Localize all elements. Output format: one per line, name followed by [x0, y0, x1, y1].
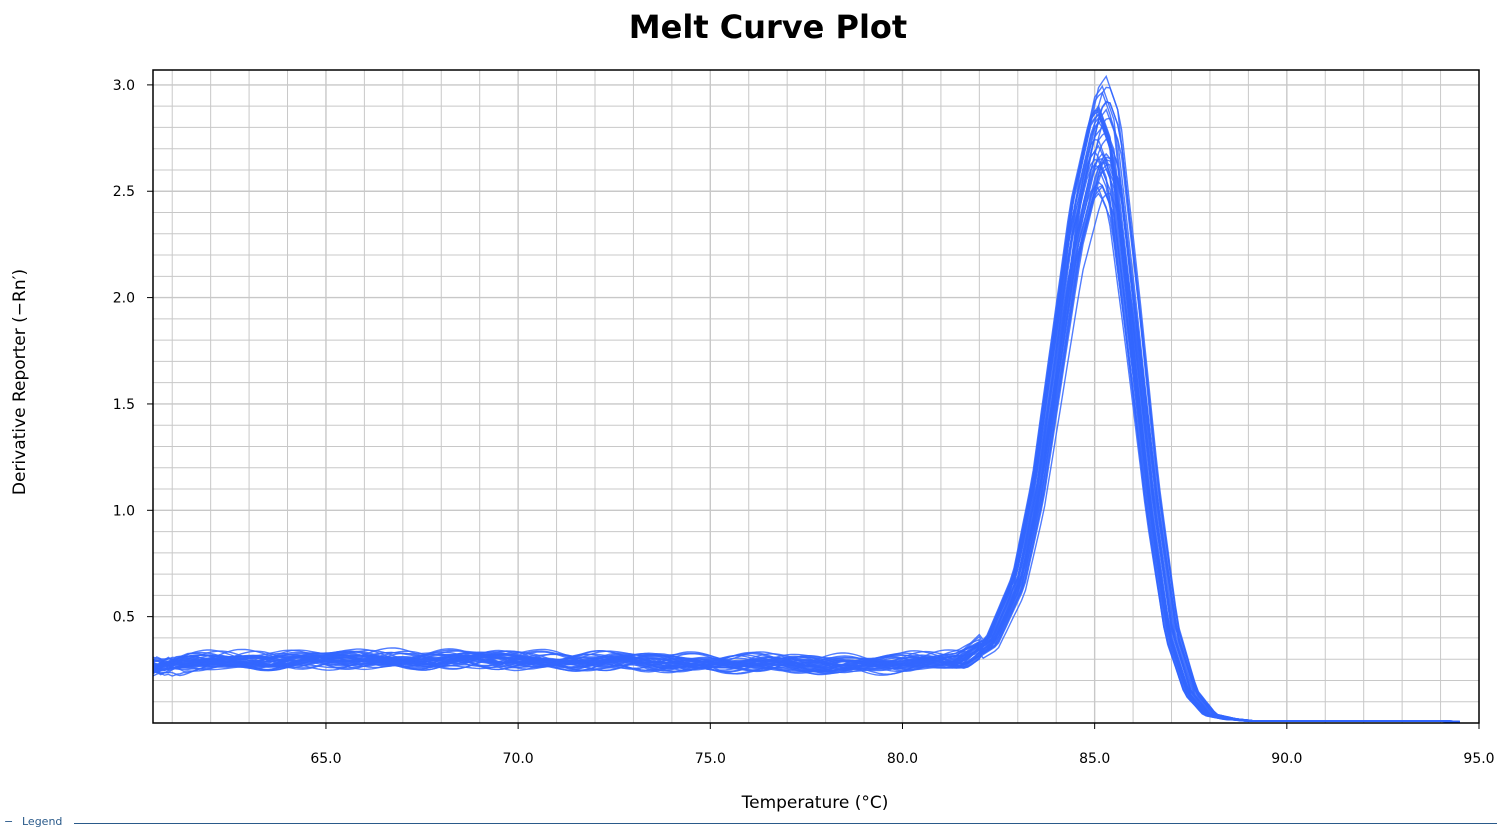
melt-curve-series: [152, 185, 1460, 723]
melt-curve-series: [152, 137, 1460, 723]
melt-curve-series: [152, 125, 1460, 723]
melt-curve-series: [152, 156, 1460, 723]
x-tick-label: 75.0: [695, 751, 726, 767]
legend-collapse-icon[interactable]: −: [4, 815, 14, 828]
axis-ticks: 65.0 70.0 75.0 80.0 85.0 90.0 95.0 0.5 1.0 1.5 2.0…: [113, 78, 1495, 767]
plot-frame: [152, 69, 1480, 724]
melt-curve-series: [152, 163, 1460, 723]
melt-curve-series: [152, 108, 1460, 723]
melt-curve-series: [152, 100, 1460, 723]
melt-curve-series: [152, 152, 1460, 723]
melt-curve-series: [152, 164, 1460, 723]
melt-curve-series: [152, 104, 1460, 723]
chart-title: Melt Curve Plot: [628, 8, 908, 46]
melt-curve-series: [152, 144, 1460, 723]
melt-curve-series: [152, 74, 1460, 723]
melt-curve-series: [152, 101, 1460, 723]
melt-curve-series: [152, 117, 1460, 723]
y-tick-label: 2.5: [113, 184, 135, 200]
melt-curve-series: [152, 181, 1460, 723]
melt-curve-series: [152, 106, 1460, 723]
melt-curve-series: [152, 150, 1460, 723]
melt-curve-series: [152, 138, 1460, 723]
melt-curve-series: [152, 158, 1460, 723]
y-tick-label: 2.0: [113, 291, 135, 307]
x-tick-label: 65.0: [310, 751, 341, 767]
melt-curve-series: [152, 110, 1460, 723]
grid-lines: [153, 70, 1479, 723]
x-tick-label: 80.0: [887, 751, 918, 767]
x-axis-label: Temperature (°C): [741, 793, 889, 813]
y-tick-label: 0.5: [113, 610, 135, 626]
melt-curve-series: [152, 131, 1460, 723]
y-axis-label: Derivative Reporter (−Rn′): [10, 269, 30, 495]
melt-curve-series: [152, 184, 1460, 723]
legend-label[interactable]: Legend: [22, 815, 63, 828]
y-tick-label: 1.0: [113, 503, 135, 519]
x-tick-label: 90.0: [1271, 751, 1302, 767]
x-tick-label: 70.0: [503, 751, 534, 767]
melt-curve-series: [152, 116, 1460, 723]
melt-curve-series: [152, 152, 1460, 723]
x-tick-label: 85.0: [1079, 751, 1110, 767]
melt-curve-series: [152, 109, 1460, 723]
melt-curve-series: [152, 112, 1460, 723]
y-tick-label: 1.5: [113, 397, 135, 413]
legend-divider: [74, 823, 1497, 824]
y-tick-label: 3.0: [113, 78, 135, 94]
x-tick-label: 95.0: [1463, 751, 1494, 767]
melt-curve-series: [152, 192, 1460, 723]
melt-curve-series: [152, 91, 1460, 723]
melt-curve-series: [152, 167, 1460, 723]
melt-curve-series: [152, 117, 1460, 723]
melt-curves: [152, 74, 1460, 723]
melt-curve-series: [152, 113, 1460, 723]
melt-curve-series: [152, 186, 1460, 723]
melt-curve-series: [152, 192, 1460, 723]
